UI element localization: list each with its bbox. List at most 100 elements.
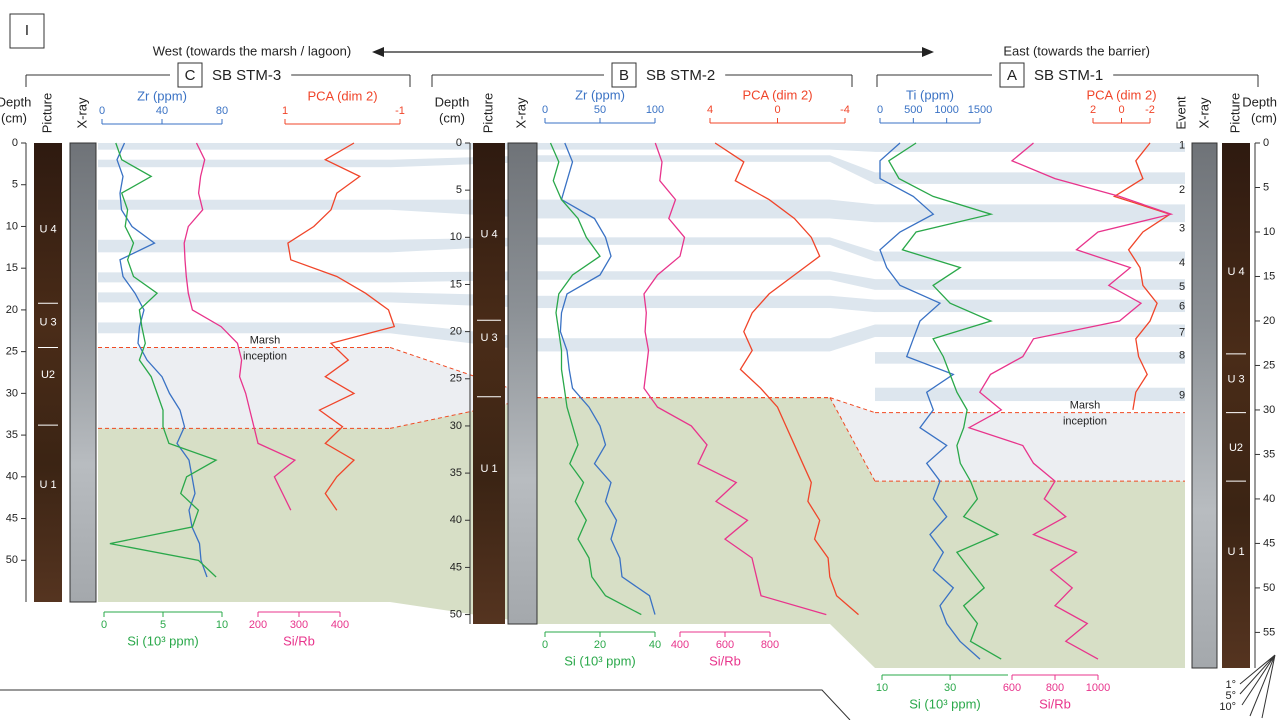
event-label: 9 bbox=[1179, 390, 1185, 402]
event-label: 8 bbox=[1179, 350, 1185, 362]
inception-label: Marsh bbox=[250, 334, 281, 346]
band-connector bbox=[830, 271, 875, 290]
x-tick-label: 0 bbox=[877, 104, 883, 116]
depth-tick-label: 10 bbox=[1263, 226, 1275, 238]
panel-title: SB STM-1 bbox=[1034, 67, 1103, 84]
depth-tick-label: 20 bbox=[1263, 315, 1275, 327]
x-tick-label: 600 bbox=[1003, 682, 1021, 694]
x-tick-label: 4 bbox=[707, 104, 713, 116]
unit-label: U 3 bbox=[39, 316, 56, 328]
depth-label: Depth bbox=[1242, 94, 1277, 109]
event-band bbox=[875, 143, 1185, 152]
depth-tick-label: 25 bbox=[1263, 359, 1275, 371]
depth-tick-label: 0 bbox=[1263, 137, 1269, 149]
profile-line bbox=[109, 142, 218, 578]
x-tick-label: 0 bbox=[99, 105, 105, 117]
panel-label-box bbox=[177, 62, 203, 88]
unit-label: U 4 bbox=[480, 228, 497, 240]
angle-label: 10° bbox=[1219, 701, 1236, 713]
profile-line bbox=[116, 142, 208, 578]
depth-tick-label: 50 bbox=[1263, 582, 1275, 594]
event-label: 6 bbox=[1179, 301, 1185, 313]
axis-title: Si (10³ ppm) bbox=[909, 696, 981, 711]
depth-tick-label: 45 bbox=[1263, 537, 1275, 549]
depth-tick-label: 50 bbox=[6, 554, 18, 566]
depth-tick-label: 35 bbox=[6, 429, 18, 441]
x-tick-label: 1500 bbox=[968, 104, 992, 116]
event-label: 7 bbox=[1179, 326, 1185, 338]
event-label: 5 bbox=[1179, 281, 1185, 293]
depth-tick-label: 5 bbox=[1263, 181, 1269, 193]
west-label: West (towards the marsh / lagoon) bbox=[153, 43, 351, 58]
axis-title: Si/Rb bbox=[1039, 696, 1071, 711]
band-connector bbox=[830, 295, 875, 313]
event-band bbox=[98, 159, 390, 168]
x-tick-label: 0 bbox=[1118, 104, 1124, 116]
unit-label: U 1 bbox=[480, 463, 497, 475]
axis-title: PCA (dim 2) bbox=[742, 87, 812, 102]
x-tick-label: -2 bbox=[1145, 104, 1155, 116]
column-header: X-ray bbox=[74, 97, 89, 129]
unit-label: U2 bbox=[1229, 442, 1243, 454]
x-tick-label: 40 bbox=[649, 639, 661, 651]
x-tick-label: 1 bbox=[282, 105, 288, 117]
column-header: Picture bbox=[480, 93, 495, 133]
column-header: X-ray bbox=[513, 97, 528, 129]
event-band bbox=[537, 199, 830, 219]
depth-tick-label: 35 bbox=[450, 467, 462, 479]
axis-title: Si (10³ ppm) bbox=[127, 633, 199, 648]
angle-label: 1° bbox=[1225, 679, 1236, 691]
event-band bbox=[98, 322, 390, 334]
event-band bbox=[98, 292, 390, 303]
axis-title: PCA (dim 2) bbox=[1086, 87, 1156, 102]
column-header: X-ray bbox=[1196, 97, 1211, 129]
core-xray bbox=[507, 142, 538, 625]
x-tick-label: 30 bbox=[944, 682, 956, 694]
core-picture bbox=[34, 143, 62, 602]
event-band bbox=[875, 279, 1185, 290]
x-tick-label: 300 bbox=[290, 619, 308, 631]
depth-tick-label: 10 bbox=[450, 231, 462, 243]
column-header: Picture bbox=[1227, 93, 1242, 133]
event-band bbox=[537, 295, 830, 309]
depth-tick-label: 45 bbox=[450, 561, 462, 573]
x-tick-label: 50 bbox=[594, 104, 606, 116]
depth-tick-label: 0 bbox=[456, 137, 462, 149]
x-tick-label: 500 bbox=[904, 104, 922, 116]
depth-label: (cm) bbox=[439, 110, 465, 125]
event-band bbox=[98, 272, 390, 283]
marsh-zone-connector bbox=[390, 347, 537, 429]
column-header: Picture bbox=[39, 93, 54, 133]
band-connector bbox=[830, 324, 875, 352]
inception-label: inception bbox=[1063, 416, 1107, 428]
u1-zone bbox=[875, 481, 1185, 668]
axis-title: Si/Rb bbox=[283, 633, 315, 648]
u1-zone bbox=[537, 397, 830, 624]
depth-label: (cm) bbox=[1, 110, 27, 125]
event-band bbox=[875, 204, 1185, 223]
x-tick-label: 2 bbox=[1090, 104, 1096, 116]
figure-label-box bbox=[9, 13, 45, 49]
depth-tick-label: 30 bbox=[1263, 404, 1275, 416]
event-band bbox=[875, 251, 1185, 262]
unit-label: U 4 bbox=[1227, 266, 1244, 278]
event-band bbox=[875, 324, 1185, 337]
depth-label: (cm) bbox=[1251, 110, 1277, 125]
event-band bbox=[537, 143, 830, 150]
profile-line bbox=[879, 142, 981, 660]
east-label: East (towards the barrier) bbox=[1003, 43, 1150, 58]
depth-tick-label: 5 bbox=[456, 184, 462, 196]
depth-tick-label: 20 bbox=[6, 304, 18, 316]
depth-tick-label: 15 bbox=[6, 262, 18, 274]
panel-label: B bbox=[619, 67, 629, 84]
unit-label: U 1 bbox=[39, 479, 56, 491]
profile-line bbox=[287, 142, 396, 511]
u1-zone bbox=[98, 428, 390, 602]
angle-fan bbox=[1239, 654, 1276, 719]
x-tick-label: 800 bbox=[761, 639, 779, 651]
panel-title: SB STM-2 bbox=[646, 67, 715, 84]
core-xray bbox=[69, 142, 97, 603]
event-band bbox=[875, 172, 1185, 184]
panel-label-box bbox=[999, 62, 1025, 88]
